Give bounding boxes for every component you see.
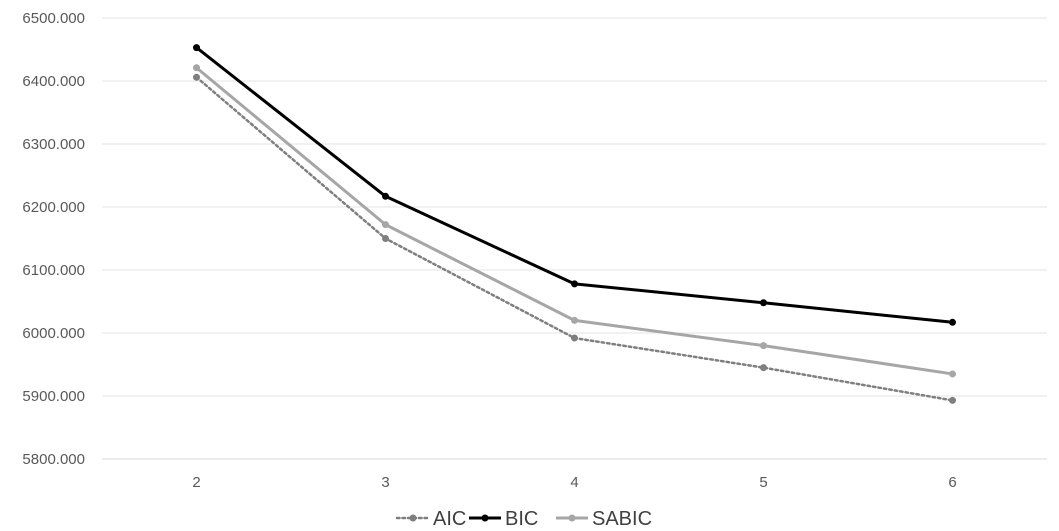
series-line-aic	[195, 75, 954, 402]
data-point-sabic	[949, 370, 956, 378]
data-point-bic	[571, 280, 578, 288]
series-lines	[193, 44, 956, 404]
y-tick-label: 6100.000	[22, 262, 85, 279]
legend-marker-bic	[481, 514, 489, 522]
y-tick-label: 6000.000	[22, 325, 85, 342]
data-point-bic	[760, 299, 767, 307]
x-tick-label: 5	[759, 474, 767, 491]
x-tick-label: 2	[192, 474, 200, 491]
data-point-bic	[949, 318, 956, 326]
series-line-sabic	[195, 66, 953, 376]
legend-marker-aic	[409, 514, 417, 522]
data-point-sabic	[382, 221, 389, 229]
legend-label-bic: BIC	[505, 508, 538, 530]
data-point-aic	[760, 364, 767, 372]
legend: AIC BIC SABIC	[395, 508, 652, 530]
data-point-aic	[949, 396, 956, 404]
data-point-bic	[382, 192, 389, 200]
y-tick-label: 6400.000	[22, 73, 85, 90]
data-point-aic	[571, 334, 578, 342]
y-tick-label: 5800.000	[22, 451, 85, 468]
legend-label-sabic: SABIC	[592, 508, 652, 530]
data-point-bic	[193, 44, 200, 52]
gridlines	[102, 17, 1047, 460]
data-point-sabic	[760, 342, 767, 350]
x-axis-tick-labels: 2 3 4 5 6	[192, 474, 956, 491]
y-tick-label: 5900.000	[22, 388, 85, 405]
legend-marker-sabic	[568, 514, 576, 522]
y-tick-label: 6200.000	[22, 199, 85, 216]
x-tick-label: 6	[948, 474, 956, 491]
x-tick-label: 3	[381, 474, 389, 491]
data-point-aic	[382, 235, 389, 242]
legend-label-aic: AIC	[433, 508, 466, 530]
y-tick-label: 6300.000	[22, 136, 85, 153]
x-tick-label: 4	[570, 474, 578, 491]
data-point-aic	[193, 73, 200, 81]
data-point-sabic	[571, 316, 578, 324]
y-tick-label: 6500.000	[22, 10, 85, 27]
data-point-sabic	[193, 64, 200, 72]
y-axis-tick-labels: 5800.000 5900.000 6000.000 6100.000 6200.000…	[22, 10, 85, 468]
